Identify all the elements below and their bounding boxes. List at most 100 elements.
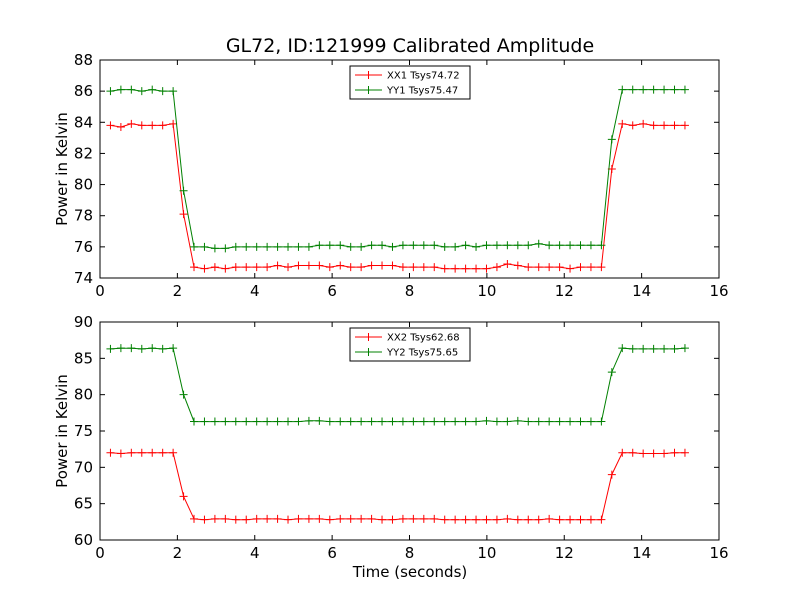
data-point-marker [252, 242, 261, 251]
data-point-marker [148, 344, 157, 353]
data-point-marker [137, 87, 146, 96]
data-point-marker [513, 261, 522, 270]
data-point-marker [263, 242, 272, 251]
data-point-marker [680, 85, 689, 94]
y-tick-label: 74 [74, 269, 93, 287]
data-point-marker [649, 121, 658, 130]
data-point-marker [566, 241, 575, 250]
data-point-marker [169, 87, 178, 96]
data-point-marker [670, 344, 679, 353]
x-tick-label: 0 [95, 544, 105, 562]
data-point-marker [137, 121, 146, 130]
y-tick-label: 86 [74, 82, 93, 100]
data-point-marker [200, 417, 209, 426]
data-point-marker [388, 515, 397, 524]
data-point-marker [440, 417, 449, 426]
data-point-marker [482, 264, 491, 273]
data-point-marker [284, 263, 293, 272]
data-point-marker [534, 239, 543, 248]
data-point-marker [440, 242, 449, 251]
data-point-marker [649, 449, 658, 458]
data-point-marker [346, 514, 355, 523]
data-point-marker [158, 448, 167, 457]
data-point-marker [148, 121, 157, 130]
data-point-marker [304, 416, 313, 425]
data-point-marker [106, 448, 115, 457]
data-point-marker [127, 344, 136, 353]
data-point-marker [524, 263, 533, 272]
data-point-marker [513, 416, 522, 425]
plot-panel-top: 0 2 4 6 8 10 12 14 16 74 76 78 80 82 84 86 88 Power in Ke… [53, 51, 729, 300]
data-point-marker [315, 514, 324, 523]
legend-label: YY1 Tsys75.47 [386, 86, 458, 97]
y-tick-label: 82 [74, 144, 93, 162]
data-point-marker [273, 242, 282, 251]
data-point-marker [179, 390, 188, 399]
x-tick-label: 6 [327, 544, 337, 562]
data-point-marker [210, 514, 219, 523]
data-point-marker [336, 514, 345, 523]
data-point-marker [482, 416, 491, 425]
data-point-marker [231, 263, 240, 272]
data-point-marker [169, 448, 178, 457]
data-point-marker [137, 344, 146, 353]
data-point-marker [670, 85, 679, 94]
data-point-marker [566, 515, 575, 524]
data-point-marker [304, 261, 313, 270]
data-point-marker [618, 448, 627, 457]
data-point-marker [357, 417, 366, 426]
data-point-marker [148, 85, 157, 94]
data-point-marker [325, 515, 334, 524]
data-point-marker [190, 263, 199, 272]
data-point-marker [545, 241, 554, 250]
data-point-marker [618, 85, 627, 94]
data-point-marker [566, 264, 575, 273]
data-point-marker [513, 515, 522, 524]
data-point-marker [576, 241, 585, 250]
data-point-marker [367, 241, 376, 250]
data-point-marker [325, 241, 334, 250]
data-point-marker [586, 417, 595, 426]
data-point-marker [106, 121, 115, 130]
data-point-marker [252, 514, 261, 523]
data-point-marker [346, 242, 355, 251]
x-tick-label: 8 [405, 544, 415, 562]
data-point-marker [660, 344, 669, 353]
y-tick-label: 90 [74, 313, 93, 331]
data-point-marker [179, 186, 188, 195]
x-tick-label: 16 [709, 544, 728, 562]
x-tick-label: 12 [555, 544, 574, 562]
data-point-marker [210, 417, 219, 426]
data-point-marker [190, 242, 199, 251]
data-point-marker [325, 417, 334, 426]
data-point-marker [210, 244, 219, 253]
data-point-marker [430, 417, 439, 426]
data-point-marker [284, 515, 293, 524]
data-point-marker [284, 417, 293, 426]
data-point-marker [127, 448, 136, 457]
data-point-marker [284, 242, 293, 251]
data-point-marker [273, 514, 282, 523]
y-tick-label: 76 [74, 238, 93, 256]
data-point-marker [440, 264, 449, 273]
data-point-marker [555, 263, 564, 272]
data-point-marker [461, 417, 470, 426]
data-point-marker [398, 263, 407, 272]
data-point-marker [639, 344, 648, 353]
data-point-marker [200, 264, 209, 273]
data-point-marker [545, 263, 554, 272]
data-point-marker [315, 261, 324, 270]
y-tick-label: 80 [74, 386, 93, 404]
data-point-marker [116, 344, 125, 353]
data-point-marker [670, 448, 679, 457]
x-tick-label: 14 [632, 544, 651, 562]
data-point-marker [398, 417, 407, 426]
y-tick-label: 75 [74, 422, 93, 440]
data-point-marker [586, 515, 595, 524]
x-tick-label: 16 [709, 282, 728, 300]
data-point-marker [419, 417, 428, 426]
data-point-marker [409, 241, 418, 250]
data-point-marker [179, 492, 188, 501]
data-point-marker [555, 515, 564, 524]
data-point-marker [451, 417, 460, 426]
